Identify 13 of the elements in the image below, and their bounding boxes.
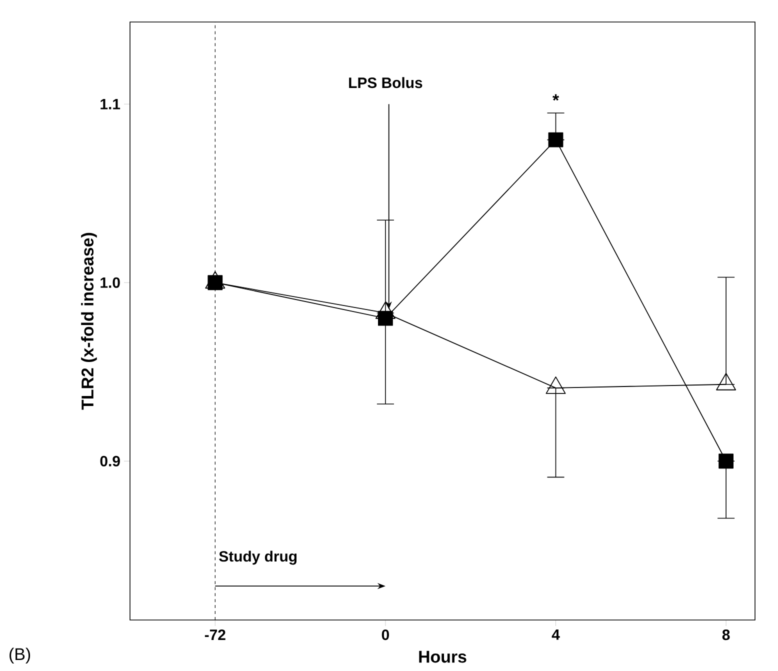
x-tick-label: 4 xyxy=(552,630,560,640)
x-tick-label: 8 xyxy=(722,630,730,640)
annotation: Study drug xyxy=(219,550,297,565)
y-tick-label: 1.0 xyxy=(100,277,120,288)
y-axis-title: TLR2 (x-fold increase) xyxy=(81,232,97,410)
annotation: * xyxy=(552,94,560,101)
x-tick-label: 0 xyxy=(382,630,389,640)
annotation: LPS Bolus xyxy=(349,77,422,88)
y-tick-label: 0.9 xyxy=(100,456,120,466)
x-tick-label: -72 xyxy=(204,630,226,640)
x-axis-title: Hours xyxy=(419,650,466,663)
text: (B) xyxy=(10,648,30,664)
y-tick-label: 1.1 xyxy=(100,98,120,110)
